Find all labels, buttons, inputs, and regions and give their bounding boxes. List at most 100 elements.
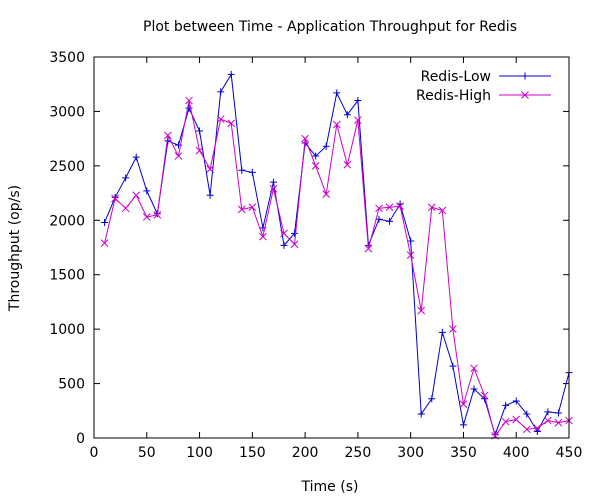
data-point — [101, 218, 109, 226]
data-point — [290, 240, 299, 249]
data-point — [438, 328, 446, 336]
data-point — [354, 116, 362, 124]
data-point — [470, 385, 478, 393]
x-tick-label: 400 — [503, 445, 530, 461]
data-point — [396, 202, 404, 210]
y-tick-label: 2500 — [49, 159, 85, 175]
legend-swatch-marker — [521, 72, 529, 80]
y-tick-label: 1000 — [49, 322, 85, 338]
data-point — [237, 205, 246, 214]
data-point — [533, 424, 542, 433]
data-point — [121, 204, 130, 213]
x-tick-label: 150 — [239, 445, 266, 461]
data-point — [132, 153, 140, 161]
data-point — [406, 251, 415, 259]
data-point — [100, 239, 109, 247]
data-point — [554, 418, 563, 427]
y-tick-label: 3500 — [49, 50, 85, 66]
data-point — [470, 364, 478, 373]
data-point — [248, 168, 256, 176]
data-point — [417, 306, 426, 315]
series-line — [104, 100, 570, 437]
y-tick-label: 0 — [76, 431, 85, 447]
data-point — [386, 217, 394, 225]
data-point — [427, 203, 436, 212]
data-point — [301, 134, 309, 143]
data-point — [196, 127, 204, 135]
data-point — [333, 89, 341, 97]
data-point — [407, 237, 415, 245]
y-tick-label: 2000 — [49, 213, 85, 229]
x-tick-label: 50 — [138, 445, 156, 461]
data-point — [174, 152, 183, 160]
data-point — [153, 210, 162, 219]
data-point — [438, 206, 447, 215]
data-point — [554, 409, 562, 417]
series-redis-high — [100, 96, 573, 440]
data-point — [217, 88, 225, 96]
data-point — [280, 241, 288, 249]
data-point — [449, 362, 457, 370]
legend-swatch-marker — [521, 91, 529, 99]
data-point — [375, 215, 383, 223]
data-point — [122, 174, 130, 182]
data-point — [501, 417, 510, 426]
data-point — [206, 165, 214, 173]
data-point — [248, 203, 257, 212]
data-point — [459, 400, 468, 409]
data-point — [332, 120, 341, 129]
data-point — [343, 111, 351, 119]
data-point — [132, 191, 141, 200]
data-point — [195, 146, 204, 155]
data-point — [227, 119, 236, 128]
data-point — [142, 213, 151, 221]
legend: Redis-Low Redis-High — [416, 69, 551, 104]
data-point — [385, 203, 394, 212]
data-point — [216, 115, 225, 123]
data-point — [206, 191, 214, 199]
x-tick-label: 0 — [90, 445, 99, 461]
y-axis-label: Throughput (op/s) — [7, 185, 23, 312]
data-point — [533, 427, 541, 435]
data-point — [375, 204, 383, 213]
data-point — [480, 391, 489, 400]
data-series — [100, 70, 573, 440]
x-tick-label: 450 — [556, 445, 583, 461]
data-point — [417, 410, 425, 418]
data-point — [354, 97, 362, 105]
data-point — [364, 244, 373, 253]
y-tick-label: 3000 — [49, 104, 85, 120]
x-axis-label: Time (s) — [301, 479, 359, 495]
data-point — [269, 184, 278, 193]
x-tick-label: 100 — [186, 445, 213, 461]
data-point — [269, 178, 277, 186]
data-point — [311, 162, 320, 170]
data-point — [449, 325, 457, 333]
legend-label: Redis-High — [416, 88, 491, 104]
y-tick-label: 500 — [58, 377, 85, 393]
x-tick-label: 350 — [450, 445, 477, 461]
plot-area-frame — [93, 56, 570, 439]
data-point — [322, 190, 331, 199]
data-point — [544, 408, 552, 416]
data-point — [111, 194, 119, 203]
data-point — [185, 96, 193, 105]
data-point — [185, 104, 193, 112]
data-point — [238, 166, 246, 174]
data-point — [502, 401, 510, 409]
data-point — [227, 70, 235, 78]
data-point — [459, 421, 467, 429]
x-tick-label: 300 — [397, 445, 424, 461]
data-point — [312, 152, 320, 160]
data-point — [143, 187, 151, 195]
series-line — [104, 72, 570, 437]
data-point — [259, 232, 267, 241]
y-tick-label: 1500 — [49, 268, 85, 284]
data-point — [280, 229, 288, 238]
data-point — [512, 397, 520, 405]
data-point — [512, 415, 521, 424]
x-tick-label: 250 — [345, 445, 372, 461]
chart-title: Plot between Time - Application Throughp… — [143, 19, 517, 35]
data-point — [522, 425, 531, 434]
axis-ticks: 0 50 100 150 200 250 300 350 400 450 0 500 1000 1500 2… — [49, 50, 582, 461]
